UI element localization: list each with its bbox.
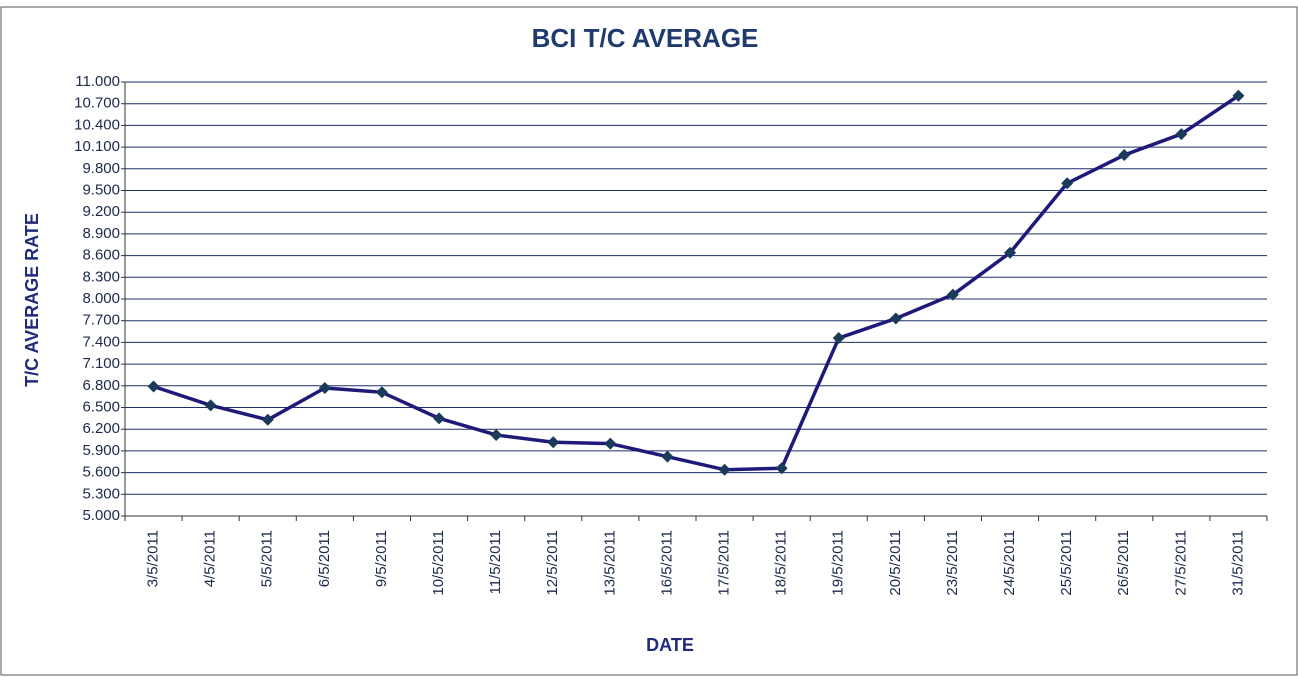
data-point xyxy=(604,437,617,450)
y-tick-label: 7.700 xyxy=(82,312,120,329)
y-tick-label: 8.000 xyxy=(82,290,120,307)
y-tick-label: 8.900 xyxy=(82,225,120,242)
x-tick-label: 20/5/2011 xyxy=(887,530,904,596)
y-tick-label: 10.700 xyxy=(74,95,120,112)
x-tick-label: 16/5/2011 xyxy=(658,530,675,596)
data-point xyxy=(1232,89,1245,102)
y-tick-label: 10.100 xyxy=(74,138,120,155)
data-point xyxy=(775,462,788,475)
x-axis-label: DATE xyxy=(646,635,694,655)
y-tick-label: 8.300 xyxy=(82,268,120,285)
data-point xyxy=(318,381,331,394)
x-tick-label: 25/5/2011 xyxy=(1058,530,1075,596)
data-point xyxy=(204,399,217,412)
y-tick-label: 6.200 xyxy=(82,420,120,437)
x-tick-label: 19/5/2011 xyxy=(830,530,847,596)
y-tick-label: 9.800 xyxy=(82,160,120,177)
x-tick-label: 4/5/2011 xyxy=(202,530,219,587)
chart-title: BCI T/C AVERAGE xyxy=(532,23,759,53)
x-tick-label: 10/5/2011 xyxy=(430,530,447,596)
y-tick-label: 7.100 xyxy=(82,355,120,372)
data-point xyxy=(832,332,845,345)
data-point xyxy=(1175,128,1188,141)
x-tick-label: 24/5/2011 xyxy=(1001,530,1018,596)
data-point xyxy=(889,312,902,325)
y-tick-label: 11.000 xyxy=(75,73,120,90)
x-tick-label: 13/5/2011 xyxy=(601,530,618,596)
x-tick-label: 27/5/2011 xyxy=(1172,530,1189,596)
y-tick-label: 5.900 xyxy=(82,442,120,459)
y-tick-label: 5.000 xyxy=(82,507,120,524)
x-tick-label: 12/5/2011 xyxy=(544,530,561,596)
x-tick-label: 17/5/2011 xyxy=(716,530,733,596)
chart-border xyxy=(0,6,1298,676)
data-point xyxy=(375,386,388,399)
data-point xyxy=(433,412,446,425)
y-axis-label: T/C AVERAGE RATE xyxy=(22,213,42,387)
y-tick-label: 5.600 xyxy=(82,464,120,481)
data-point xyxy=(718,463,731,476)
y-tick-label: 5.300 xyxy=(82,485,120,502)
data-point xyxy=(1118,149,1131,162)
x-tick-label: 11/5/2011 xyxy=(487,530,504,595)
data-point xyxy=(661,450,674,463)
line-series xyxy=(153,94,1240,472)
data-point xyxy=(946,288,959,301)
data-point xyxy=(261,413,274,426)
y-tick-label: 6.500 xyxy=(82,398,120,415)
x-tick-label: 6/5/2011 xyxy=(316,530,333,587)
x-tick-label: 3/5/2011 xyxy=(145,530,162,587)
x-tick-label: 18/5/2011 xyxy=(773,530,790,596)
y-tick-label: 10.400 xyxy=(74,116,120,133)
data-point xyxy=(547,436,560,449)
x-tick-label: 5/5/2011 xyxy=(259,530,276,587)
data-point xyxy=(490,428,503,441)
y-tick-label: 6.800 xyxy=(82,377,120,394)
x-tick-label: 23/5/2011 xyxy=(944,530,961,596)
data-point xyxy=(147,380,160,393)
x-tick-label: 9/5/2011 xyxy=(373,530,390,587)
y-tick-label: 9.200 xyxy=(82,203,120,220)
data-point xyxy=(1061,177,1074,190)
y-tick-label: 8.600 xyxy=(82,247,120,264)
y-tick-label: 9.500 xyxy=(82,181,120,198)
y-tick-label: 7.400 xyxy=(82,333,120,350)
x-tick-label: 26/5/2011 xyxy=(1115,530,1132,596)
x-tick-label: 31/5/2011 xyxy=(1229,530,1246,596)
data-point xyxy=(1004,246,1017,259)
